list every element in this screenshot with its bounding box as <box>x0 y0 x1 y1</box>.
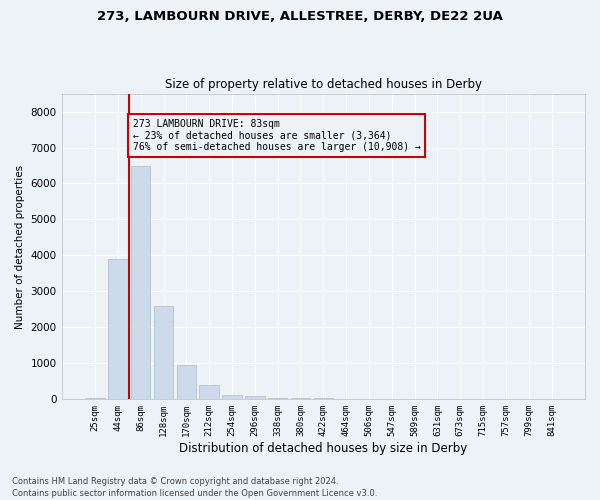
Bar <box>291 398 310 400</box>
Bar <box>268 398 287 400</box>
X-axis label: Distribution of detached houses by size in Derby: Distribution of detached houses by size … <box>179 442 467 455</box>
Bar <box>85 398 105 400</box>
Bar <box>222 394 242 400</box>
Bar <box>154 306 173 400</box>
Bar <box>245 396 265 400</box>
Y-axis label: Number of detached properties: Number of detached properties <box>15 164 25 328</box>
Text: 273, LAMBOURN DRIVE, ALLESTREE, DERBY, DE22 2UA: 273, LAMBOURN DRIVE, ALLESTREE, DERBY, D… <box>97 10 503 23</box>
Text: 273 LAMBOURN DRIVE: 83sqm
← 23% of detached houses are smaller (3,364)
76% of se: 273 LAMBOURN DRIVE: 83sqm ← 23% of detac… <box>133 118 421 152</box>
Title: Size of property relative to detached houses in Derby: Size of property relative to detached ho… <box>165 78 482 91</box>
Bar <box>176 365 196 400</box>
Bar <box>108 259 128 400</box>
Bar <box>199 385 219 400</box>
Bar <box>314 398 333 400</box>
Bar <box>131 166 151 400</box>
Text: Contains HM Land Registry data © Crown copyright and database right 2024.
Contai: Contains HM Land Registry data © Crown c… <box>12 476 377 498</box>
